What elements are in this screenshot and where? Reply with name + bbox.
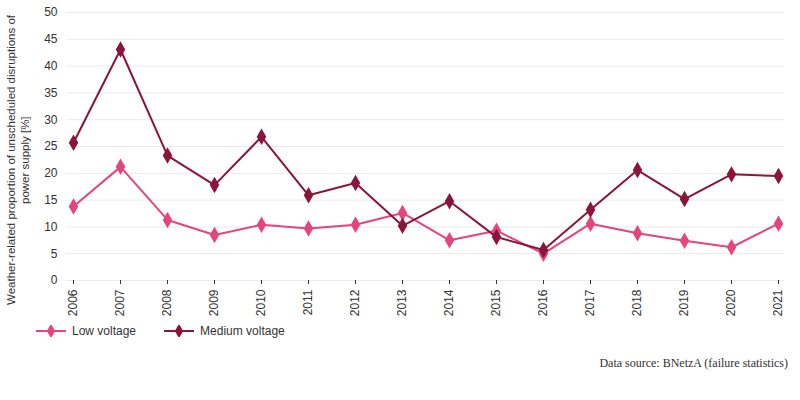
svg-text:30: 30 [44,113,58,127]
svg-text:2008: 2008 [160,289,174,316]
svg-text:15: 15 [44,193,58,207]
html-text:Weather-related proportion of: Weather-related proportion of unschedule… [5,15,31,305]
svg-text:2019: 2019 [677,289,691,316]
svg-text:25: 25 [44,139,58,153]
svg-text:2014: 2014 [442,289,456,316]
svg-text:2011: 2011 [301,289,315,315]
svg-text:2016: 2016 [536,289,550,316]
svg-text:2006: 2006 [66,289,80,316]
svg-text:2013: 2013 [395,289,409,316]
html-text:Data source: BNetzA (failure s: Data source: BNetzA (failure statistics) [599,356,788,370]
svg-text:2009: 2009 [207,289,221,316]
svg-text:2021: 2021 [771,289,785,316]
svg-text:35: 35 [44,86,58,100]
svg-text:5: 5 [51,247,58,261]
svg-text:10: 10 [44,220,58,234]
svg-text:2015: 2015 [489,289,503,316]
svg-text:0: 0 [51,273,58,287]
svg-text:2018: 2018 [630,289,644,316]
svg-text:20: 20 [44,166,58,180]
svg-text:2017: 2017 [583,289,597,316]
svg-text:40: 40 [44,59,58,73]
svg-text:2012: 2012 [348,289,362,316]
svg-text:2020: 2020 [724,289,738,316]
svg-text:45: 45 [44,32,58,46]
svg-text:50: 50 [44,5,58,19]
html-text:Medium voltage: Medium voltage [200,324,285,338]
svg-text:2010: 2010 [254,289,268,316]
html-text:Low voltage: Low voltage [72,324,136,338]
svg-text:2007: 2007 [113,289,127,316]
